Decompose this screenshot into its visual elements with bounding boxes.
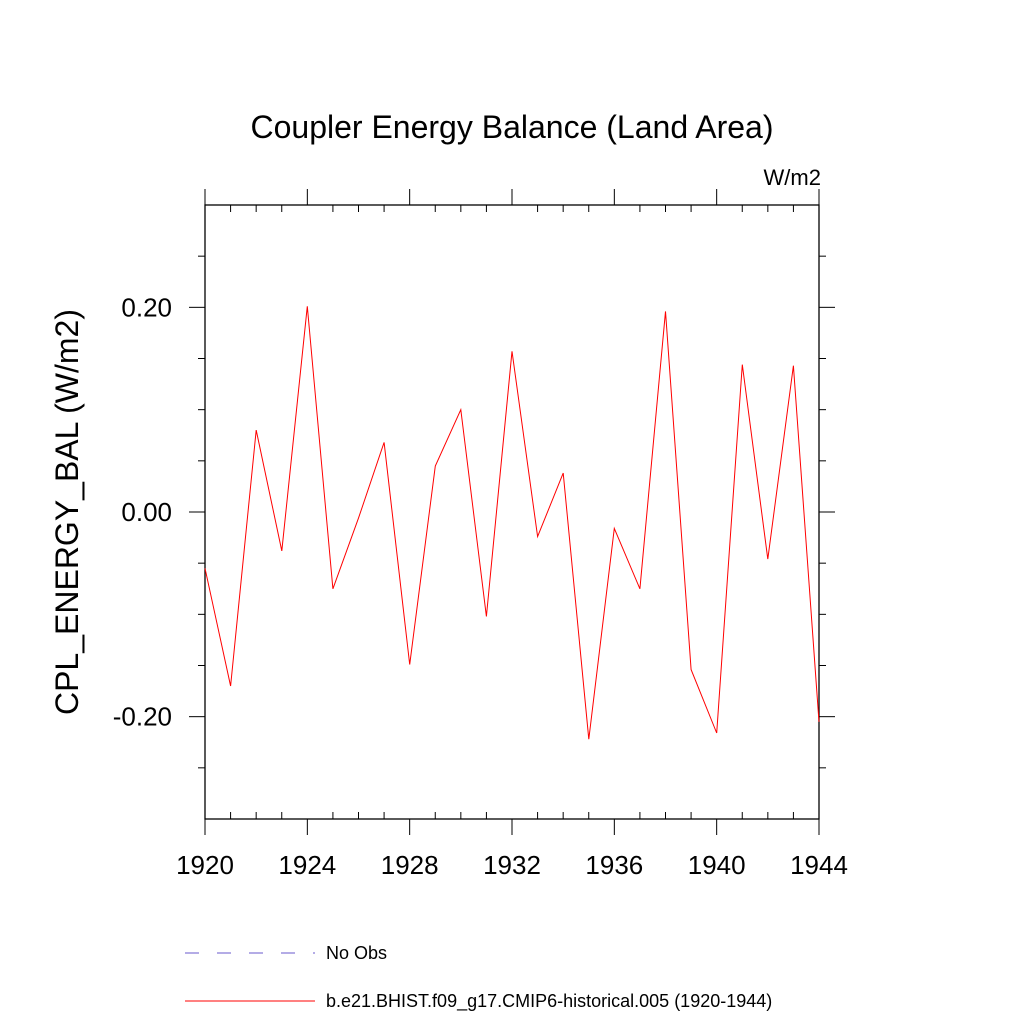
y-tick-label: -0.20 xyxy=(113,702,172,732)
series-layer xyxy=(204,306,820,740)
x-tick-label: 1936 xyxy=(585,850,643,880)
legend: No Obs b.e21.BHIST.f09_g17.CMIP6-histori… xyxy=(185,943,772,1012)
x-tick-label: 1944 xyxy=(790,850,848,880)
units-label: W/m2 xyxy=(764,165,821,190)
x-tick-label: 1924 xyxy=(278,850,336,880)
legend-label-model-run: b.e21.BHIST.f09_g17.CMIP6-historical.005… xyxy=(326,991,772,1012)
chart-title: Coupler Energy Balance (Land Area) xyxy=(251,109,774,145)
x-tick-label: 1932 xyxy=(483,850,541,880)
axis-ticks xyxy=(189,189,835,835)
legend-label-no-obs: No Obs xyxy=(326,943,387,963)
x-tick-label: 1928 xyxy=(381,850,439,880)
x-tick-labels: 1920 1924 1928 1932 1936 1940 1944 xyxy=(176,850,848,880)
y-tick-label: 0.20 xyxy=(121,292,172,322)
y-tick-labels: -0.20 0.00 0.20 xyxy=(113,292,172,731)
series-line xyxy=(204,306,820,740)
x-tick-label: 1940 xyxy=(688,850,746,880)
y-tick-label: 0.00 xyxy=(121,497,172,527)
y-axis-label: CPL_ENERGY_BAL (W/m2) xyxy=(49,309,85,715)
x-tick-label: 1920 xyxy=(176,850,234,880)
plot-frame xyxy=(204,204,820,820)
